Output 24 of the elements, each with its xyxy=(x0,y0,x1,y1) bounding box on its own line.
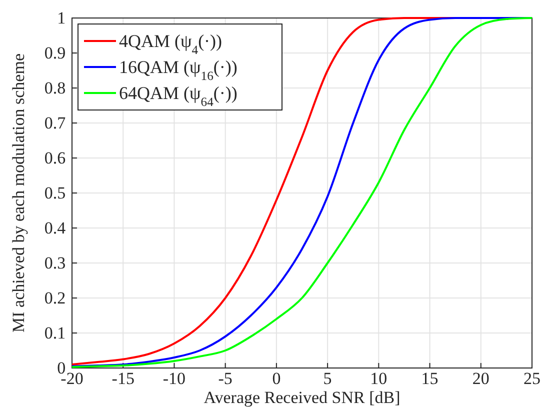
x-tick-label: -15 xyxy=(112,368,134,388)
y-tick-label: 0.7 xyxy=(44,113,66,132)
x-tick-label: 20 xyxy=(472,368,490,388)
x-axis-title: Average Received SNR [dB] xyxy=(204,388,400,407)
y-tick-label: 0.2 xyxy=(44,288,66,308)
y-tick-label: 0.4 xyxy=(44,218,66,238)
y-tick-label: 0.3 xyxy=(44,253,66,272)
y-tick-label: 0.9 xyxy=(44,43,66,62)
legend-label: 4QAM (ψ$_{4}$(·)) xyxy=(119,31,222,57)
x-tick-label: -5 xyxy=(218,368,232,388)
legend-label: 16QAM (ψ$_{16}$(·)) xyxy=(119,57,238,83)
x-tick-label: 15 xyxy=(421,368,438,388)
x-tick-label: 25 xyxy=(524,368,540,388)
y-axis-title: MI achieved by each modulation scheme xyxy=(9,54,28,332)
y-tick-label: 0.1 xyxy=(44,323,66,342)
x-tick-label: -10 xyxy=(162,368,186,388)
y-tick-label: 1 xyxy=(57,8,66,28)
y-tick-label: 0.8 xyxy=(44,78,66,98)
legend-label: 64QAM (ψ$_{64}$(·)) xyxy=(119,83,238,109)
y-tick-label: 0.5 xyxy=(44,183,66,202)
x-tick-label: 5 xyxy=(323,368,332,388)
x-tick-label: 10 xyxy=(370,368,388,388)
x-tick-label: 0 xyxy=(272,368,281,388)
y-tick-label: 0.6 xyxy=(44,148,66,168)
